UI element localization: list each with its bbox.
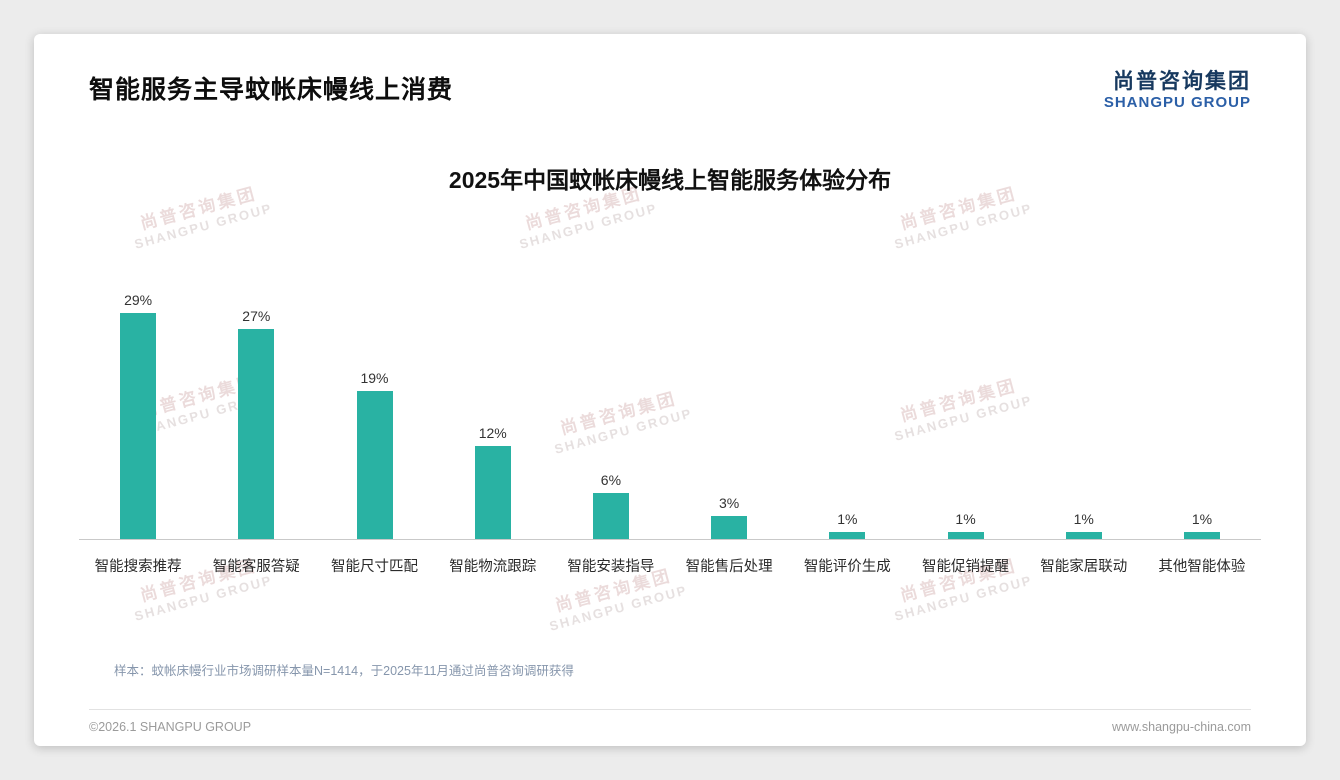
chart-column: 19% — [315, 370, 433, 540]
company-logo-en: SHANGPU GROUP — [1103, 94, 1251, 112]
bar — [238, 328, 275, 540]
bar — [120, 313, 157, 540]
copyright-text: ©2026.1 SHANGPU GROUP — [89, 720, 252, 734]
bar — [1065, 531, 1102, 540]
category-label: 智能搜索推荐 — [94, 559, 182, 576]
chart-column: 1% — [788, 511, 906, 540]
bar — [592, 492, 629, 540]
category-label: 智能物流跟踪 — [449, 559, 537, 576]
chart-column: 1% — [1143, 511, 1261, 540]
chart-column: 3% — [670, 495, 788, 540]
page-title: 智能服务主导蚊帐床幔线上消费 — [89, 76, 454, 104]
bar-value-label: 19% — [360, 370, 389, 387]
bar-value-label: 12% — [478, 424, 507, 441]
bar-value-label: 1% — [1073, 510, 1094, 527]
chart-columns: 29% 27% 19% 12% 6% 3% 1% 1% 1% 1% — [79, 287, 1261, 540]
bar — [474, 445, 511, 540]
category-label: 智能售后处理 — [685, 559, 773, 576]
company-logo-cn: 尚普咨询集团 — [1113, 70, 1251, 93]
bar-value-label: 1% — [955, 510, 976, 527]
chart-column: 29% — [79, 292, 197, 540]
slide-card: 尚普咨询集团 SHANGPU GROUP 尚普咨询集团 SHANGPU GROUP 尚普… — [34, 34, 1306, 746]
category-label: 智能客服答疑 — [212, 559, 300, 576]
bar — [947, 531, 984, 540]
category-label: 其他智能体验 — [1158, 559, 1246, 576]
chart-column: 6% — [552, 472, 670, 540]
category-label: 智能安装指导 — [567, 559, 655, 576]
chart-column: 1% — [1025, 511, 1143, 540]
bar-value-label: 29% — [124, 292, 153, 309]
source-note: 样本：蚊帐床幔行业市场调研样本量N=1414，于2025年11月通过尚普咨询调研… — [114, 664, 574, 679]
bar — [1183, 531, 1220, 540]
chart-column: 1% — [906, 511, 1024, 540]
slide-footer: ©2026.1 SHANGPU GROUP www.shangpu-china.… — [89, 709, 1251, 734]
company-logo: 尚普咨询集团 SHANGPU GROUP — [1104, 70, 1251, 111]
chart-categories: 智能搜索推荐 智能客服答疑 智能尺寸匹配 智能物流跟踪 智能安装指导 智能售后处理 智能评价… — [79, 555, 1261, 576]
bar-value-label: 27% — [242, 307, 271, 324]
bar-value-label: 1% — [837, 510, 858, 527]
slide-content: 智能服务主导蚊帐床幔线上消费 尚普咨询集团 SHANGPU GROUP 2025… — [34, 34, 1306, 746]
bar-value-label: 3% — [719, 495, 740, 511]
chart-column: 12% — [434, 425, 552, 540]
category-label: 智能尺寸匹配 — [331, 559, 418, 576]
bar-value-label: 1% — [1191, 510, 1213, 527]
bar — [829, 531, 866, 540]
x-axis-line — [79, 539, 1261, 541]
bar-chart: 29% 27% 19% 12% 6% 3% 1% 1% 1% 1% 智能搜索推荐 智能客服答疑 智能尺… — [79, 287, 1261, 576]
bar-value-label: 6% — [600, 471, 622, 488]
website-url: www.shangpu-china.com — [1112, 720, 1251, 734]
category-label: 智能评价生成 — [803, 559, 891, 576]
bar — [356, 391, 393, 540]
bar — [711, 516, 748, 540]
category-label: 智能家居联动 — [1040, 559, 1128, 576]
chart-column: 27% — [197, 308, 315, 540]
slide-header: 智能服务主导蚊帐床幔线上消费 尚普咨询集团 SHANGPU GROUP — [34, 34, 1306, 111]
category-label: 智能促销提醒 — [922, 559, 1010, 576]
chart-title: 2025年中国蚊帐床幔线上智能服务体验分布 — [448, 167, 892, 194]
